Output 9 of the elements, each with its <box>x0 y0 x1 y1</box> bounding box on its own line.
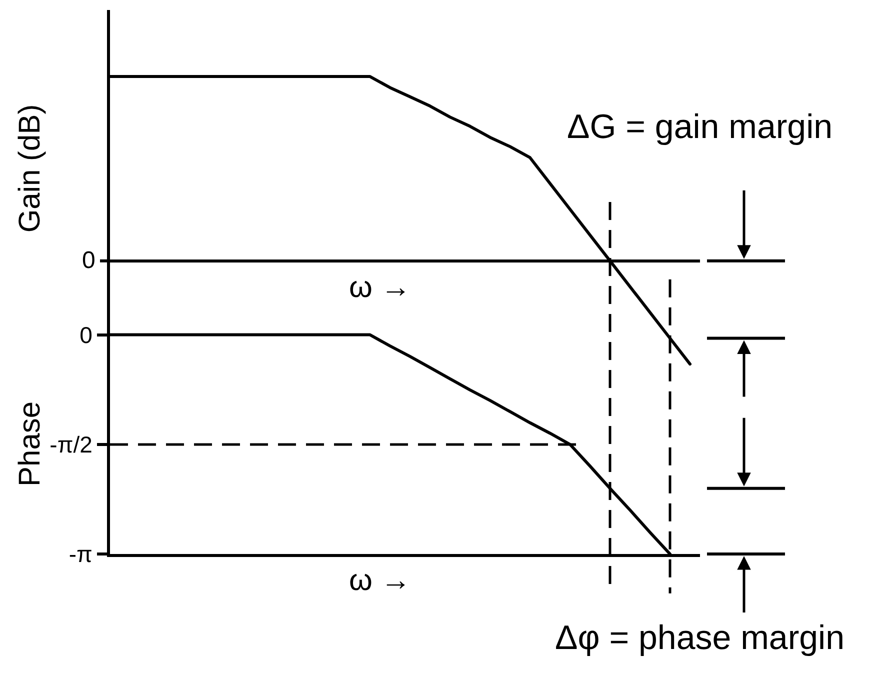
y-axis-title: Gain (dB) <box>13 104 46 233</box>
x-axis-title: ω → <box>349 271 411 304</box>
annotation: ΔG = gain margin <box>567 108 833 146</box>
y-tick-label: -π <box>68 541 92 568</box>
text: Δφ = phase margin <box>555 619 845 657</box>
y-tick-label: 0 <box>80 322 92 348</box>
y-axis-title: Phase <box>14 401 47 486</box>
x-axis-title: ω → <box>349 564 411 597</box>
y-tick-label: -π/2 <box>50 432 92 458</box>
